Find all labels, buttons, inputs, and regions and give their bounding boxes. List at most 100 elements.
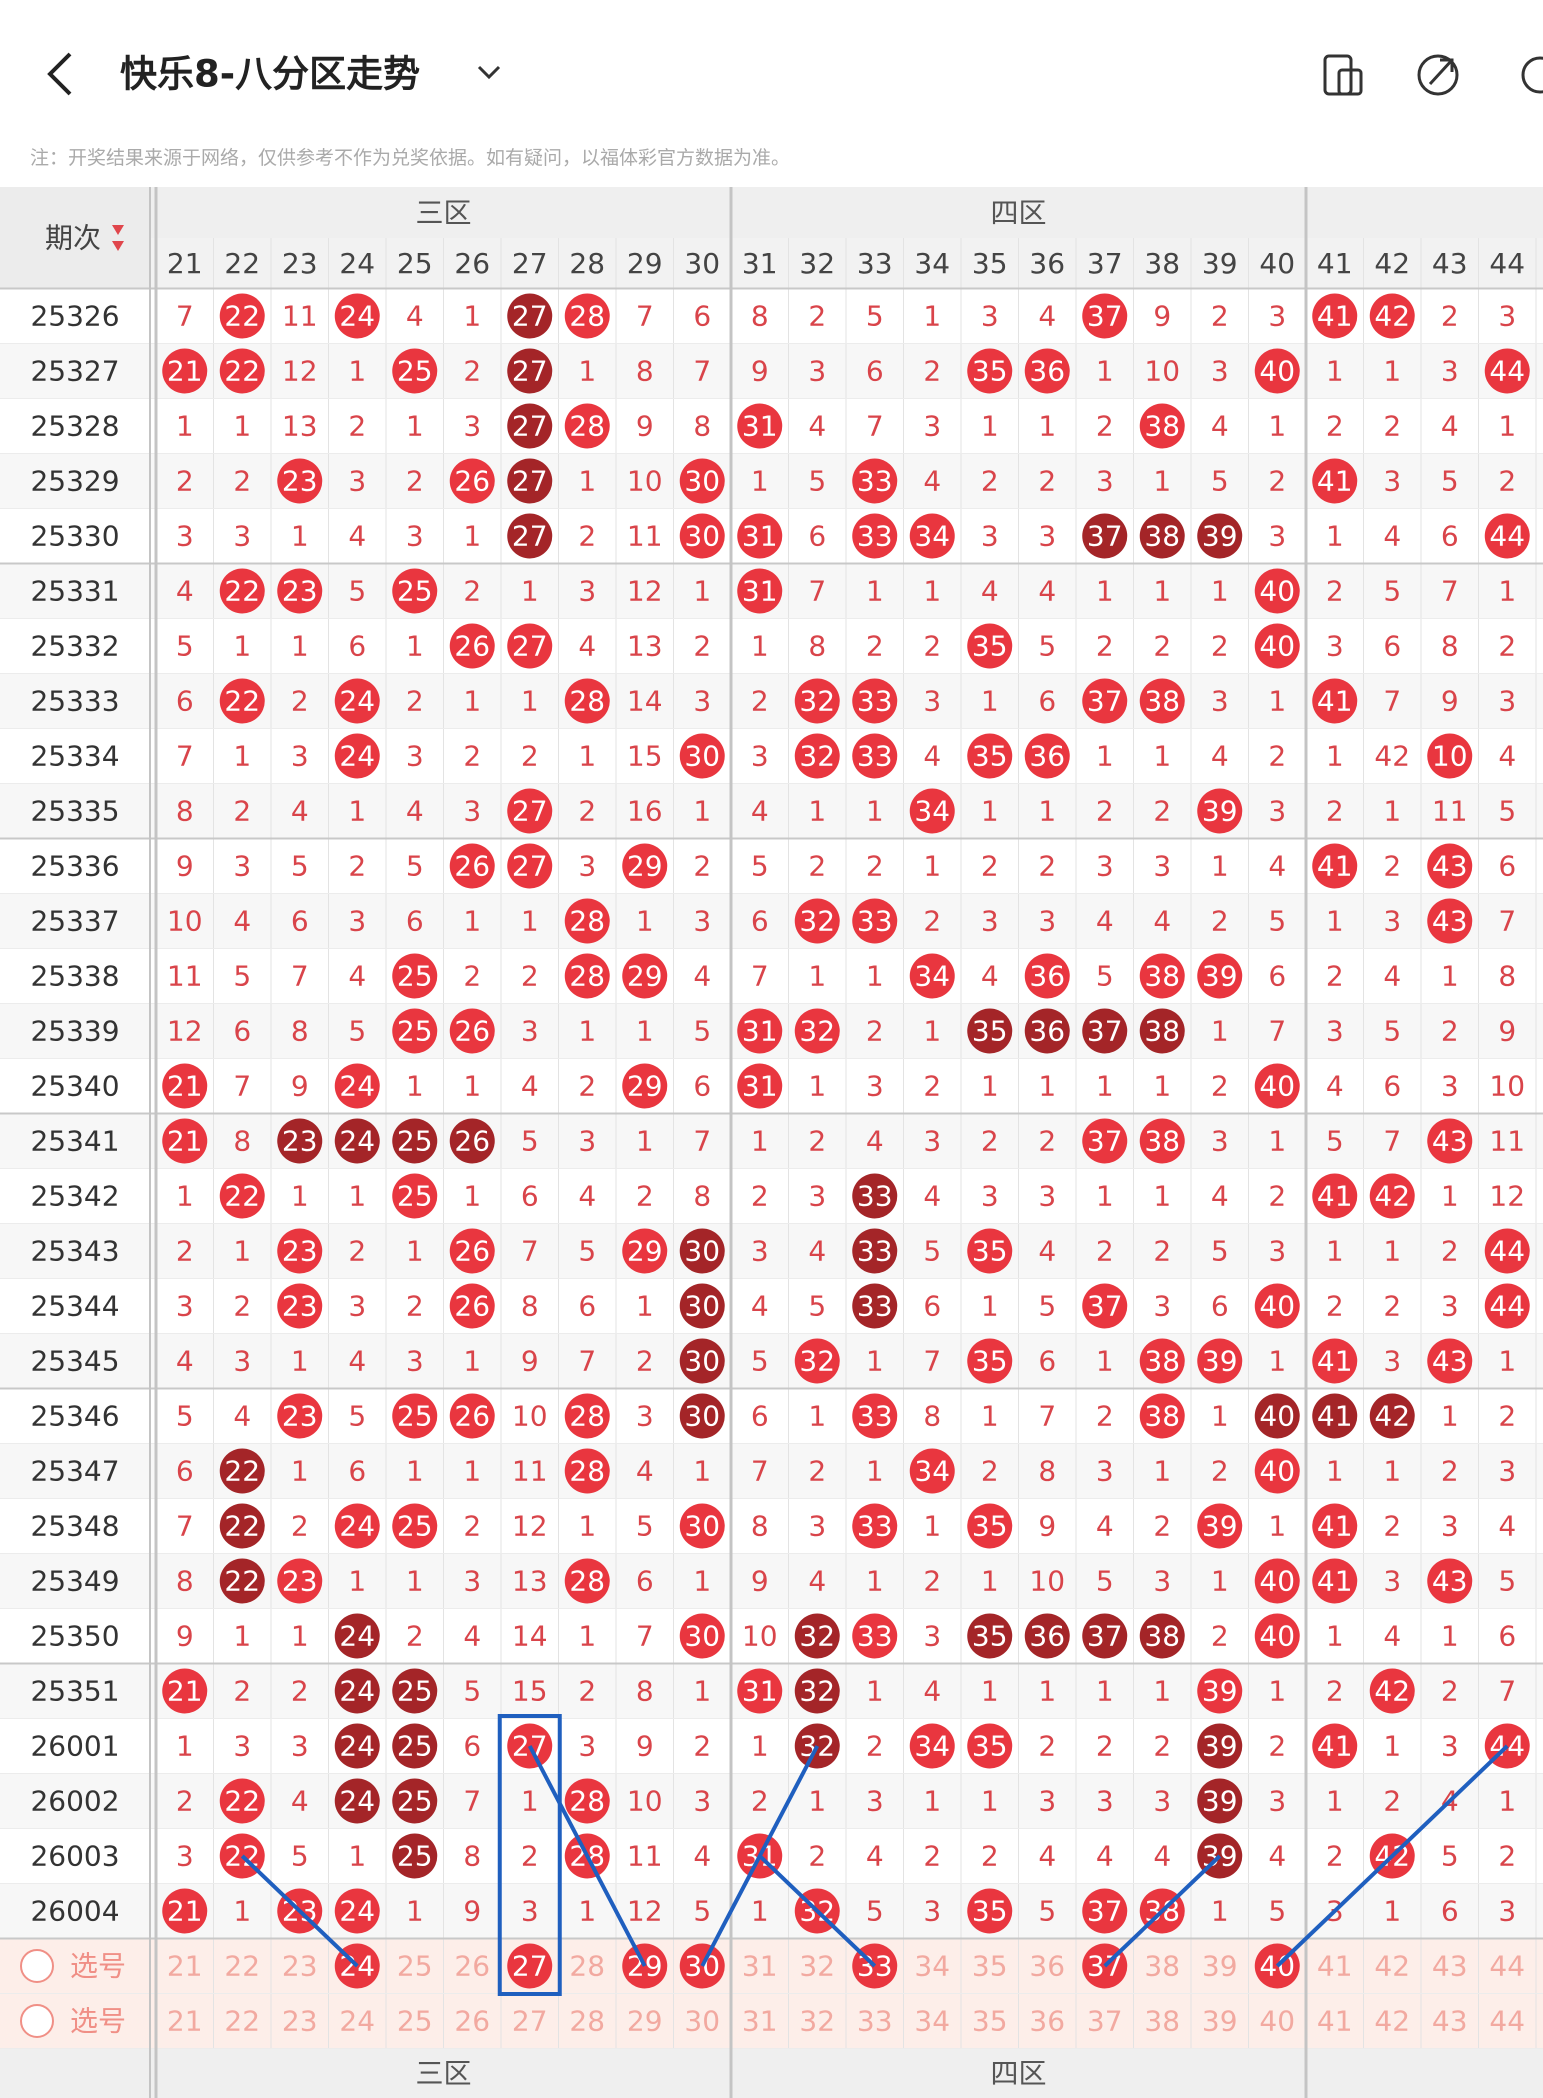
select-number[interactable]: 36	[1029, 1950, 1065, 1983]
settings-icon[interactable]	[1521, 56, 1543, 94]
miss-count: 1	[1268, 685, 1286, 718]
hit-number: 29	[627, 960, 663, 993]
select-number[interactable]: 36	[1029, 2005, 1065, 2038]
select-number[interactable]: 26	[454, 2005, 490, 2038]
select-number[interactable]: 24	[339, 2005, 375, 2038]
hit-ball	[334, 293, 380, 339]
miss-count: 10	[1144, 355, 1180, 388]
select-number[interactable]: 41	[1317, 2005, 1353, 2038]
select-number[interactable]: 25	[397, 1950, 433, 1983]
select-number[interactable]: 35	[972, 1950, 1008, 1983]
select-number[interactable]: 27	[512, 1950, 548, 1983]
select-number[interactable]: 23	[282, 1950, 318, 1983]
title-dropdown[interactable]	[477, 65, 501, 80]
select-number[interactable]: 37	[1087, 2005, 1123, 2038]
back-button[interactable]	[47, 52, 72, 96]
hit-ball	[679, 733, 725, 779]
select-number[interactable]: 42	[1374, 2005, 1410, 2038]
select-number[interactable]: 28	[569, 2005, 605, 2038]
hit-ball	[1024, 953, 1070, 999]
miss-count: 2	[923, 630, 941, 663]
hit-number: 26	[454, 1290, 490, 1323]
hit-number: 33	[857, 1510, 893, 1543]
select-number[interactable]: 23	[282, 2005, 318, 2038]
miss-count: 7	[1268, 1015, 1286, 1048]
select-number[interactable]: 30	[684, 2005, 720, 2038]
hit-number: 30	[684, 1620, 720, 1653]
select-number[interactable]: 42	[1374, 1950, 1410, 1983]
hit-ball	[277, 1393, 323, 1439]
selected-ball[interactable]	[507, 1943, 553, 1989]
miss-count: 1	[1498, 1345, 1516, 1378]
miss-count: 4	[1038, 1235, 1056, 1268]
select-number[interactable]: 25	[397, 2005, 433, 2038]
select-number[interactable]: 26	[454, 1950, 490, 1983]
period: 26004	[30, 1895, 119, 1928]
select-number[interactable]: 31	[742, 1950, 778, 1983]
miss-count: 3	[348, 1290, 366, 1323]
select-number[interactable]: 43	[1432, 2005, 1468, 2038]
period: 25338	[30, 960, 119, 993]
layout-icon[interactable]	[1323, 54, 1363, 96]
miss-count: 5	[808, 465, 826, 498]
hit-number: 32	[799, 740, 835, 773]
hit-ball	[1254, 623, 1300, 669]
hit-ball	[334, 1888, 380, 1934]
select-number[interactable]: 39	[1202, 1950, 1238, 1983]
select-number[interactable]: 32	[799, 1950, 835, 1983]
select-number[interactable]: 38	[1144, 1950, 1180, 1983]
hit-number: 34	[914, 1730, 950, 1763]
period: 26002	[30, 1785, 119, 1818]
miss-count: 1	[808, 1400, 826, 1433]
hit-number: 32	[799, 1675, 835, 1708]
select-number[interactable]: 35	[972, 2005, 1008, 2038]
select-number[interactable]: 21	[167, 1950, 203, 1983]
hit-number: 24	[339, 1730, 375, 1763]
select-number[interactable]: 39	[1202, 2005, 1238, 2038]
period: 25351	[30, 1675, 119, 1708]
select-number[interactable]: 40	[1259, 2005, 1295, 2038]
miss-count: 5	[1268, 905, 1286, 938]
miss-count: 6	[1441, 520, 1459, 553]
column-header: 37	[1087, 247, 1123, 280]
select-number[interactable]: 27	[512, 2005, 548, 2038]
column-header: 26	[454, 247, 490, 280]
select-number[interactable]: 22	[224, 1950, 260, 1983]
miss-count: 9	[751, 1565, 769, 1598]
select-number[interactable]: 43	[1432, 1950, 1468, 1983]
select-number[interactable]: 34	[914, 1950, 950, 1983]
miss-count: 2	[1326, 960, 1344, 993]
select-number[interactable]: 21	[167, 2005, 203, 2038]
miss-count: 4	[1038, 575, 1056, 608]
select-number[interactable]: 32	[799, 2005, 835, 2038]
hit-number: 39	[1202, 1345, 1238, 1378]
miss-count: 2	[636, 1345, 654, 1378]
select-radio[interactable]	[20, 2004, 54, 2038]
hit-ball	[1312, 1558, 1358, 1604]
select-number[interactable]: 38	[1144, 2005, 1180, 2038]
miss-count: 5	[923, 1235, 941, 1268]
select-number[interactable]: 41	[1317, 1950, 1353, 1983]
select-number[interactable]: 33	[857, 2005, 893, 2038]
select-number[interactable]: 44	[1489, 1950, 1525, 1983]
share-icon[interactable]	[1417, 54, 1459, 96]
miss-count: 5	[1441, 1840, 1459, 1873]
hit-number: 33	[857, 1400, 893, 1433]
select-number[interactable]: 44	[1489, 2005, 1525, 2038]
sort-icon[interactable]	[112, 225, 124, 251]
select-number[interactable]: 22	[224, 2005, 260, 2038]
select-number[interactable]: 29	[627, 2005, 663, 2038]
select-number[interactable]: 31	[742, 2005, 778, 2038]
miss-count: 1	[521, 1785, 539, 1818]
miss-count: 3	[233, 850, 251, 883]
hit-number: 40	[1259, 1290, 1295, 1323]
miss-count: 2	[291, 685, 309, 718]
select-number[interactable]: 34	[914, 2005, 950, 2038]
miss-count: 2	[1441, 1675, 1459, 1708]
select-number[interactable]: 28	[569, 1950, 605, 1983]
select-radio[interactable]	[20, 1949, 54, 1983]
hit-number: 39	[1202, 1785, 1238, 1818]
miss-count: 1	[233, 1620, 251, 1653]
hit-number: 30	[684, 1290, 720, 1323]
hit-ball	[794, 898, 840, 944]
